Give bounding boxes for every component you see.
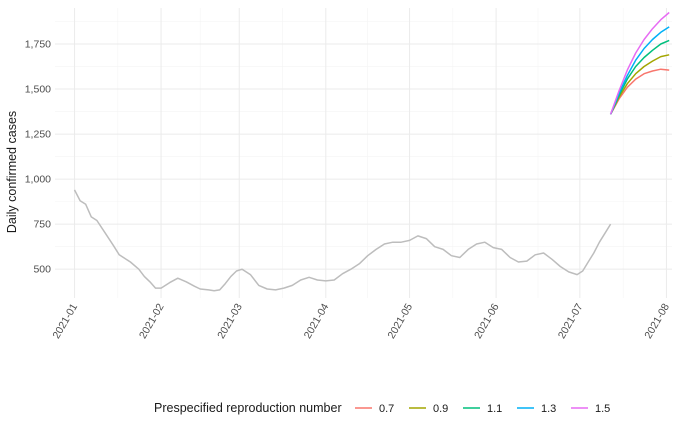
x-tick-label: 2021-04 — [302, 301, 332, 341]
legend: Prespecified reproduction number 0.7 0.9 1… — [154, 401, 610, 415]
projection-line-1-5 — [609, 11, 670, 115]
legend-label: 0.7 — [379, 403, 394, 415]
x-axis-ticks: 2021-01 2021-02 2021-03 2021-04 2021-05 2021-… — [50, 301, 672, 341]
legend-label: 1.1 — [487, 403, 502, 415]
legend-label: 1.3 — [541, 403, 556, 415]
projection-line-0-9 — [609, 54, 670, 115]
legend-label: 1.5 — [595, 403, 610, 415]
legend-label: 0.9 — [433, 403, 448, 415]
x-tick-label: 2021-02 — [137, 301, 167, 341]
x-tick-label: 2021-01 — [50, 301, 80, 341]
projection-line-0-7 — [609, 68, 670, 115]
y-tick-label: 1,500 — [25, 84, 51, 96]
x-tick-label: 2021-06 — [472, 301, 502, 341]
x-tick-label: 2021-05 — [385, 301, 415, 341]
y-tick-label: 500 — [33, 264, 51, 276]
projection-line-1-3 — [609, 26, 670, 115]
x-tick-label: 2021-08 — [642, 301, 672, 341]
observed-series — [73, 189, 612, 292]
legend-title: Prespecified reproduction number — [154, 401, 342, 415]
y-axis-ticks: 500 750 1,000 1,250 1,500 1,750 — [25, 39, 51, 276]
observed-line — [73, 189, 612, 292]
x-tick-label: 2021-07 — [556, 301, 586, 341]
y-tick-label: 1,250 — [25, 129, 51, 141]
y-axis-title: Daily confirmed cases — [5, 111, 19, 233]
x-tick-label: 2021-03 — [215, 301, 245, 341]
y-tick-label: 750 — [33, 219, 51, 231]
projection-series — [609, 11, 670, 115]
legend-items: 0.7 0.9 1.1 1.3 1.5 — [355, 403, 610, 415]
y-tick-label: 1,000 — [25, 174, 51, 186]
projection-line-1-1 — [609, 39, 670, 115]
grid-lines — [55, 8, 672, 298]
y-tick-label: 1,750 — [25, 39, 51, 51]
